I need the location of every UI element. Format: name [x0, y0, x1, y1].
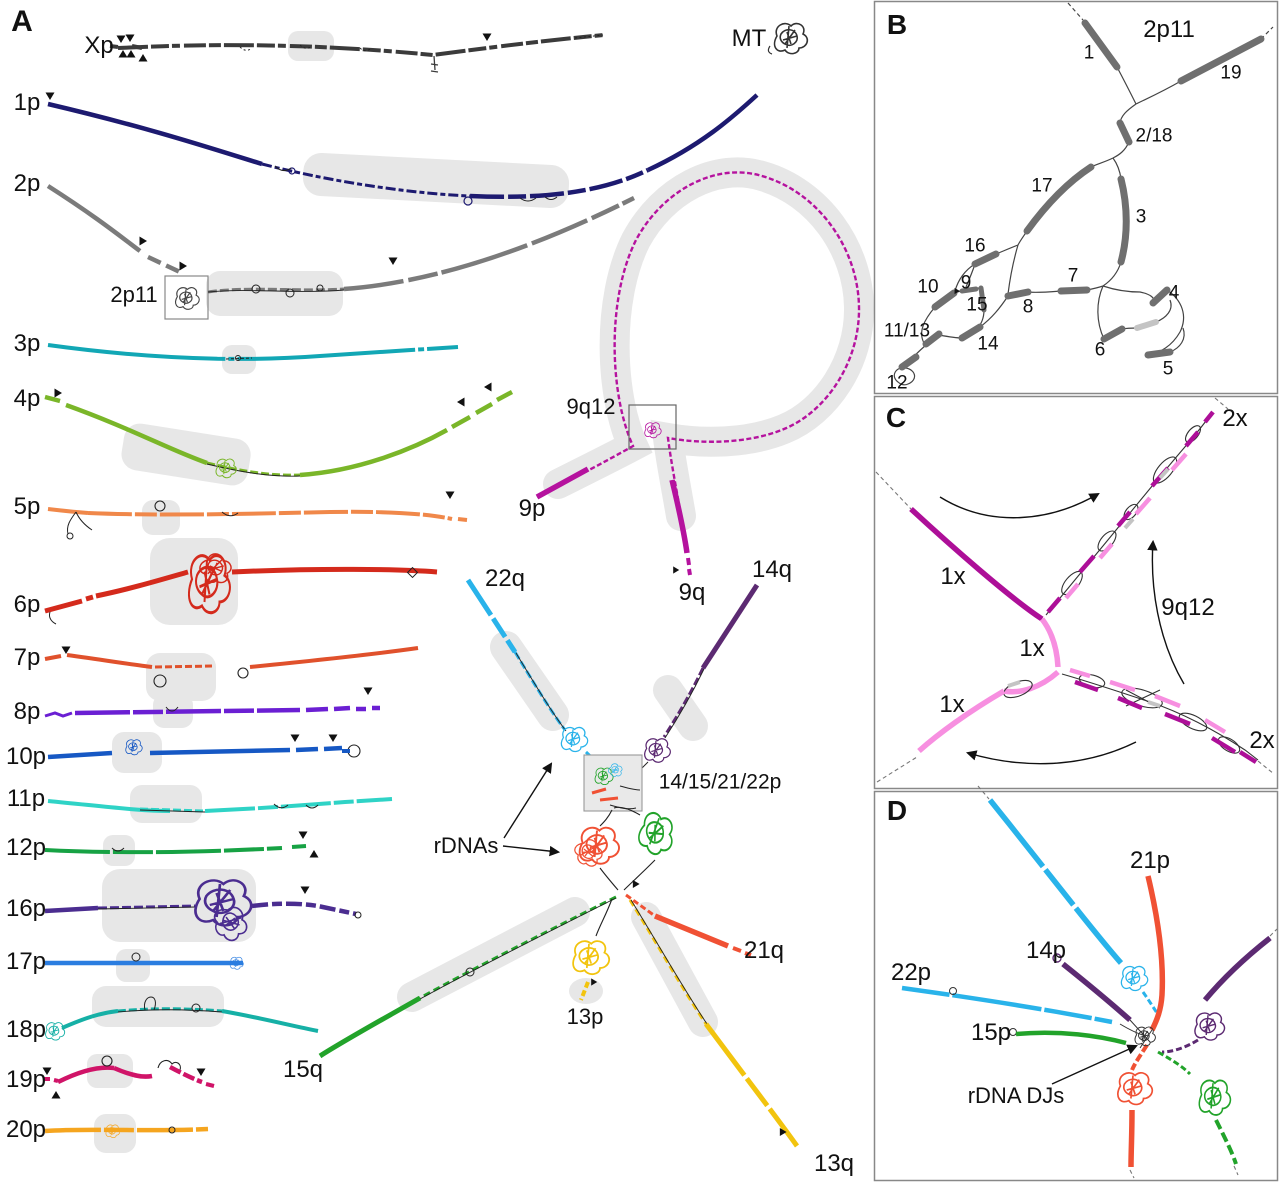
d-14q-arm [1161, 935, 1272, 1054]
rdna-blob-orange [570, 826, 620, 872]
chromosome-16p [44, 878, 362, 946]
chromosome-9-loop [535, 171, 861, 576]
chr13q-arm [628, 899, 800, 1148]
c-2x-upper-braid [1045, 410, 1215, 616]
chromosome-12p [44, 831, 319, 858]
d-21p-arm [1117, 875, 1166, 1168]
chromosome-17p [45, 952, 244, 970]
mt-graph [767, 22, 809, 55]
d-rdna-djs-arrow [1051, 1044, 1138, 1085]
chromosome-7p [44, 646, 419, 688]
chromosome-4p [44, 382, 514, 479]
d-junction-tangle [1119, 1019, 1156, 1049]
c-1x-magenta-arm [909, 506, 1044, 622]
panel-d-border [873, 790, 1279, 1182]
panel-c-dashed-guides [875, 397, 1275, 783]
chromosome-6p [44, 548, 438, 625]
rdna-junction-box [583, 754, 643, 812]
chromosome-xp [109, 33, 605, 73]
chromosome-18p [45, 996, 319, 1041]
chr21q-arm [625, 893, 752, 957]
chr14q-arm [628, 583, 760, 782]
rdna-blob-green [635, 807, 679, 862]
panel-b-thick-segments [898, 19, 1265, 371]
chromosome-8p [44, 687, 380, 718]
chromosome-20p [44, 1124, 209, 1138]
d-15p-arm [1009, 1028, 1127, 1046]
panel-a [42, 22, 875, 1153]
c-2x-lower-braid [1061, 667, 1259, 764]
rdnas-arrows [502, 762, 561, 857]
chromosome-10p [47, 734, 361, 760]
chr15q-arm [318, 895, 617, 1059]
acrocentric-tangle [318, 578, 800, 1148]
d-22q-arm [987, 798, 1161, 1017]
d-14p-arm [1052, 953, 1132, 1023]
c-rotation-arrows [939, 492, 1185, 765]
chromosome-11p [47, 797, 393, 813]
chr13p-blob [572, 898, 613, 1001]
panel-c [873, 395, 1279, 790]
panel-d-dashed-guides [977, 785, 1278, 1179]
panel-d [873, 785, 1279, 1182]
chromosome-1p [45, 92, 759, 206]
panel-b [873, 0, 1279, 395]
chromosome-19p [42, 1055, 215, 1099]
c-1x-pink-mid [1039, 617, 1061, 668]
c-1x-pink-lower [917, 669, 1060, 754]
d-15q-arm [1157, 1050, 1238, 1165]
chromosome-2p [46, 184, 636, 320]
d-22p-arm [901, 985, 1113, 1025]
chromosome-5p [47, 491, 468, 540]
chromosome-3p [47, 343, 459, 361]
